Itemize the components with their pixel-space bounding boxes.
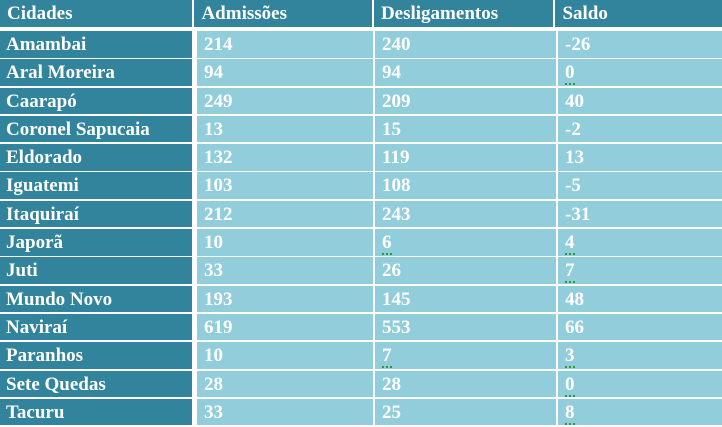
- table-row: Eldorado 132 119 13: [0, 144, 722, 171]
- header-saldo: Saldo: [555, 0, 722, 27]
- desligamentos-cell: 240: [375, 31, 556, 58]
- admissoes-cell: 10: [197, 342, 373, 369]
- desligamentos-cell: 119: [375, 144, 556, 171]
- desligamentos-cell: 6: [375, 229, 556, 256]
- table-row: Tacuru 33 25 8: [0, 398, 722, 426]
- desligamentos-value: 6: [382, 232, 392, 256]
- table-row: Amambai 214 240 -26: [0, 31, 722, 58]
- saldo-cell: 48: [558, 285, 722, 313]
- table-row: Aral Moreira 94 94 0: [0, 59, 722, 86]
- admissoes-cell: 212: [197, 200, 373, 228]
- table-row: Sete Quedas 28 28 0: [0, 370, 722, 398]
- saldo-cell: -26: [558, 31, 722, 58]
- header-desligamentos: Desligamentos: [373, 0, 554, 27]
- city-cell: Caarapó: [0, 87, 192, 115]
- table-row: Coronel Sapucaia 13 15 -2: [0, 115, 722, 143]
- table-row: Paranhos 10 7 3: [0, 342, 722, 369]
- city-cell: Mundo Novo: [0, 285, 192, 313]
- desligamentos-cell: 15: [375, 115, 556, 143]
- table-row: Mundo Novo 193 145 48: [0, 285, 722, 313]
- saldo-cell: -2: [558, 115, 722, 143]
- desligamentos-cell: 145: [375, 285, 556, 313]
- saldo-cell: -31: [558, 200, 722, 228]
- saldo-cell: 3: [558, 342, 722, 369]
- desligamentos-cell: 94: [375, 59, 556, 86]
- city-cell: Paranhos: [0, 342, 192, 369]
- saldo-value: 3: [565, 345, 575, 369]
- saldo-value: 8: [565, 401, 575, 425]
- table-row: Iguatemi 103 108 -5: [0, 172, 722, 199]
- admissoes-cell: 33: [197, 257, 373, 284]
- city-cell: Sete Quedas: [0, 370, 192, 398]
- city-cell: Juti: [0, 257, 192, 284]
- admissoes-cell: 103: [197, 172, 373, 199]
- desligamentos-value: 7: [382, 345, 392, 369]
- table-header: Cidades Admissões Desligamentos Saldo: [0, 0, 722, 27]
- city-cell: Tacuru: [0, 398, 192, 426]
- admissoes-cell: 33: [197, 398, 373, 426]
- admissoes-cell: 619: [197, 313, 373, 341]
- saldo-value: 7: [565, 260, 575, 284]
- saldo-cell: 4: [558, 229, 722, 256]
- desligamentos-cell: 28: [375, 370, 556, 398]
- city-cell: Japorã: [0, 229, 192, 256]
- saldo-cell: 0: [558, 59, 722, 86]
- city-cell: Amambai: [0, 31, 192, 58]
- table-row: Naviraí 619 553 66: [0, 313, 722, 341]
- saldo-cell: 13: [558, 144, 722, 171]
- city-cell: Itaquiraí: [0, 200, 192, 228]
- desligamentos-cell: 243: [375, 200, 556, 228]
- saldo-value: 4: [565, 232, 575, 256]
- admissoes-cell: 10: [197, 229, 373, 256]
- saldo-cell: 8: [558, 398, 722, 426]
- saldo-value: 0: [565, 373, 575, 397]
- city-cell: Iguatemi: [0, 172, 192, 199]
- city-cell: Naviraí: [0, 313, 192, 341]
- saldo-cell: -5: [558, 172, 722, 199]
- header-admissoes: Admissões: [194, 0, 372, 27]
- admissoes-cell: 28: [197, 370, 373, 398]
- saldo-cell: 40: [558, 87, 722, 115]
- admissoes-cell: 193: [197, 285, 373, 313]
- city-cell: Eldorado: [0, 144, 192, 171]
- table-row: Caarapó 249 209 40: [0, 87, 722, 115]
- desligamentos-cell: 26: [375, 257, 556, 284]
- admissoes-cell: 132: [197, 144, 373, 171]
- desligamentos-cell: 108: [375, 172, 556, 199]
- header-cidades: Cidades: [0, 0, 193, 27]
- admissoes-cell: 249: [197, 87, 373, 115]
- admissoes-cell: 94: [197, 59, 373, 86]
- table-body: Amambai 214 240 -26 Aral Moreira 94 94 0…: [0, 31, 722, 427]
- desligamentos-cell: 209: [375, 87, 556, 115]
- saldo-cell: 0: [558, 370, 722, 398]
- city-cell: Coronel Sapucaia: [0, 115, 192, 143]
- desligamentos-cell: 553: [375, 313, 556, 341]
- desligamentos-cell: 25: [375, 398, 556, 426]
- desligamentos-cell: 7: [375, 342, 556, 369]
- table-row: Juti 33 26 7: [0, 257, 722, 284]
- saldo-value: 0: [565, 62, 575, 86]
- table-row: Japorã 10 6 4: [0, 229, 722, 256]
- saldo-cell: 7: [558, 257, 722, 284]
- admissoes-cell: 214: [197, 31, 373, 58]
- saldo-cell: 66: [558, 313, 722, 341]
- city-cell: Aral Moreira: [0, 59, 192, 86]
- table-row: Itaquiraí 212 243 -31: [0, 200, 722, 228]
- admissoes-cell: 13: [197, 115, 373, 143]
